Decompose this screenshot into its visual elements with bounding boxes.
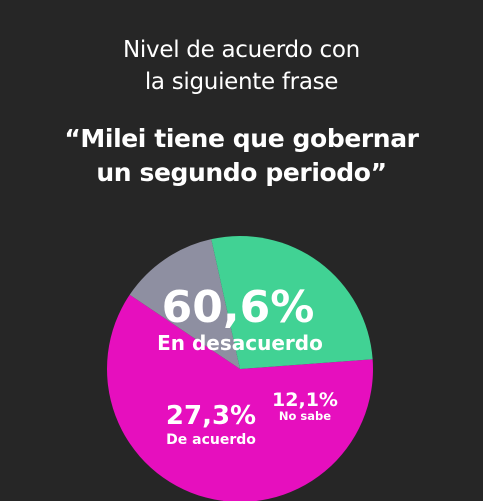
slice-value-en-desacuerdo: 60,6% <box>162 282 315 333</box>
pie-slice-de-acuerdo <box>211 236 373 369</box>
slice-label-en-desacuerdo: En desacuerdo <box>157 331 323 355</box>
pie-slice-no-sabe <box>129 239 240 369</box>
title-line-1: Nivel de acuerdo con <box>123 37 360 63</box>
quote-line-1: “Milei tiene que gobernar <box>64 124 419 153</box>
slice-label-no-sabe: No sabe <box>279 409 331 423</box>
slice-value-no-sabe: 12,1% <box>272 389 338 411</box>
slice-label-de-acuerdo: De acuerdo <box>166 432 256 448</box>
quote-text: “Milei tiene que gobernar un segundo per… <box>0 122 483 190</box>
chart-title: Nivel de acuerdo con la siguiente frase <box>0 34 483 98</box>
pie-slices <box>107 236 374 501</box>
slice-value-de-acuerdo: 27,3% <box>166 401 256 431</box>
pie-slice-en-desacuerdo <box>107 294 374 501</box>
title-line-2: la siguiente frase <box>144 69 339 95</box>
quote-line-2: un segundo periodo” <box>96 158 387 187</box>
